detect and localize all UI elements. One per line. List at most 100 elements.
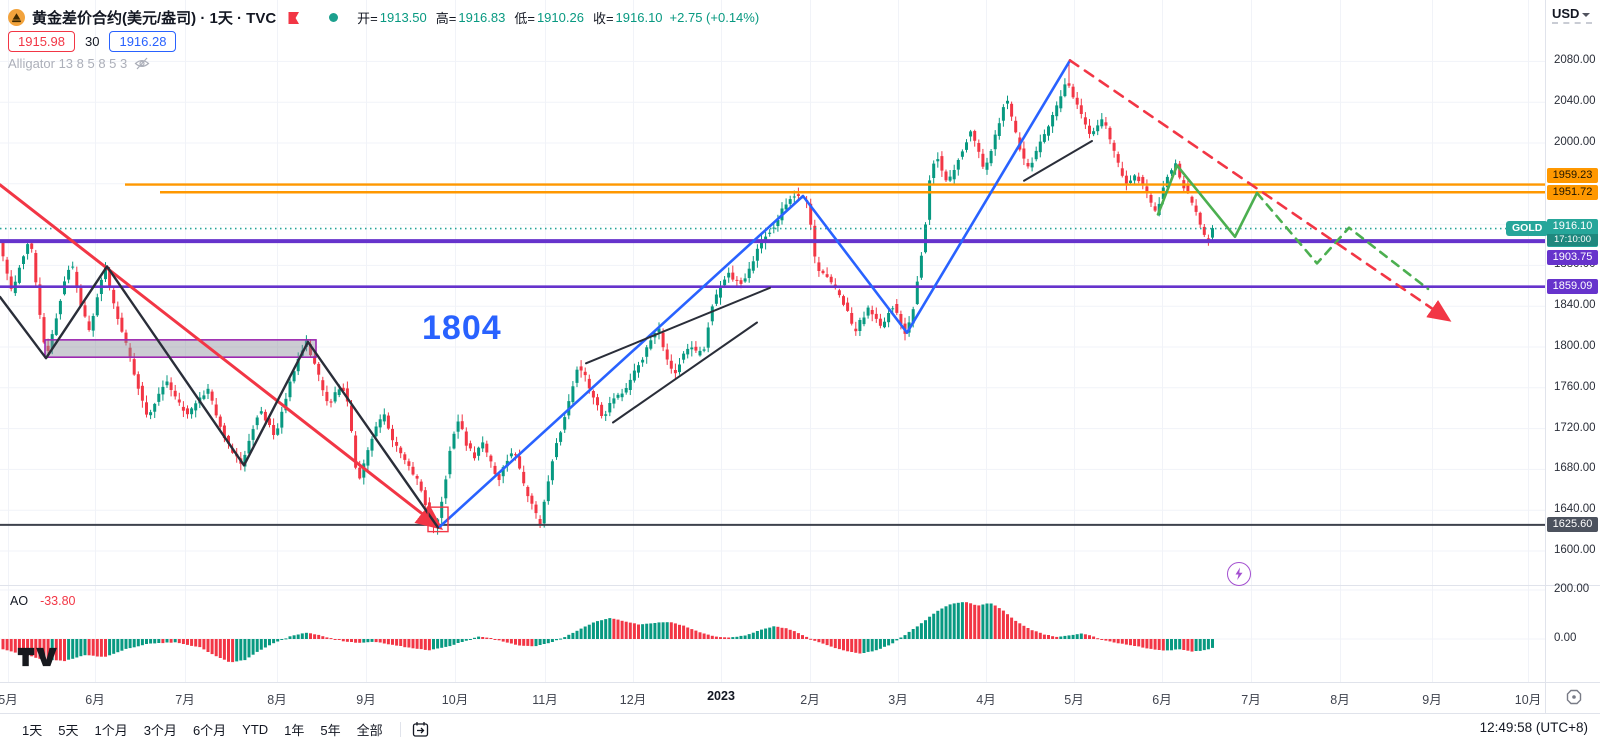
- drawing-forecast-red-dashed[interactable]: [1068, 59, 1452, 322]
- range-button-6个月[interactable]: 6个月: [185, 717, 234, 742]
- ao-histogram: [1, 602, 1214, 663]
- price-tick: 1760.00: [1554, 380, 1596, 393]
- ohlc-value: 1916.10: [615, 10, 663, 25]
- price-annotation-1804[interactable]: 1804: [422, 309, 502, 347]
- toolbar-divider: [399, 721, 401, 737]
- drawing-mini-trendline[interactable]: [1023, 140, 1093, 182]
- tradingview-logo[interactable]: [16, 645, 58, 669]
- candlesticks: [1, 60, 1214, 535]
- instant-trade-badge[interactable]: [1227, 562, 1251, 586]
- drawing-wedge-upper[interactable]: [585, 286, 771, 365]
- drawing-zigzag-black[interactable]: [0, 265, 440, 529]
- range-button-1个月[interactable]: 1个月: [86, 717, 135, 742]
- lightning-icon: [1235, 567, 1243, 580]
- ohlc-values: 开= 1913.50 高= 1916.83 低= 1910.26 收= 1916.10: [357, 8, 662, 27]
- drawing-uptrend-blue[interactable]: [438, 59, 1072, 528]
- time-tick: 8月: [267, 693, 287, 707]
- range-button-1年[interactable]: 1年: [276, 717, 312, 742]
- clipped-price-label: [1552, 22, 1592, 24]
- symbol-price-tag: GOLD: [1506, 221, 1549, 236]
- time-tick: 9月: [1422, 693, 1442, 707]
- axis-settings-gear-icon[interactable]: [1565, 688, 1583, 706]
- low-marker-box[interactable]: [427, 506, 449, 533]
- pane-separator[interactable]: [0, 585, 1600, 586]
- chevron-down-icon: [1582, 12, 1591, 17]
- price-chart[interactable]: [0, 0, 1546, 682]
- currency-selector[interactable]: USD: [1552, 6, 1591, 21]
- price-axis-border: [1545, 0, 1546, 713]
- time-tick: 7月: [175, 693, 195, 707]
- price-tick: 200.00: [1554, 583, 1590, 595]
- drawing-zigzag-green[interactable]: [1156, 164, 1259, 239]
- price-tick: 1800.00: [1554, 340, 1596, 352]
- zone-box[interactable]: [44, 339, 317, 358]
- calendar-icon: [412, 721, 428, 737]
- price-tick: 2040.00: [1554, 95, 1596, 108]
- ao-pane-header[interactable]: AO -33.80: [10, 594, 76, 608]
- time-tick: 8月: [1330, 693, 1350, 707]
- range-button-1天[interactable]: 1天: [14, 717, 50, 742]
- price-tick: 1600.00: [1554, 544, 1596, 556]
- time-tick: 6月: [1152, 693, 1172, 707]
- session-clock[interactable]: 12:49:58 (UTC+8): [1479, 720, 1588, 735]
- price-tick: 0.00: [1554, 632, 1577, 644]
- price-tick: 1680.00: [1554, 462, 1596, 475]
- ohlc-value: 1913.50: [379, 10, 427, 25]
- range-button-5天[interactable]: 5天: [50, 717, 86, 742]
- ohlc-label: 开=: [357, 11, 378, 26]
- flag-icon[interactable]: [287, 11, 300, 25]
- time-tick: 5月: [0, 693, 18, 707]
- time-tick: 11月: [532, 693, 558, 707]
- symbol-title[interactable]: 黄金差价合约(美元/盎司) · 1天 · TVC: [32, 10, 277, 27]
- price-axis[interactable]: USD 2080.002040.002000.001880.001840.001…: [1546, 0, 1600, 713]
- market-status-dot: [329, 13, 339, 22]
- chart-header: 黄金差价合约(美元/盎司) · 1天 · TVC 开= 1913.50 高= 1916…: [8, 7, 759, 28]
- price-tick: 1720.00: [1554, 421, 1596, 434]
- price-tick: 2000.00: [1554, 136, 1596, 148]
- price-change: +2.75 (+0.14%): [669, 10, 760, 25]
- price-tick: 1840.00: [1554, 299, 1596, 312]
- gold-symbol-icon: [8, 9, 25, 26]
- time-axis-border: [0, 682, 1600, 683]
- range-button-5年[interactable]: 5年: [312, 717, 348, 742]
- time-tick: 2023: [707, 689, 735, 703]
- price-label-chip: 1903.75: [1547, 250, 1598, 265]
- price-label-chip: 1625.60: [1547, 517, 1598, 532]
- alert-upper-chip[interactable]: 1916.28: [109, 31, 177, 52]
- drawing-forecast-green-dashed[interactable]: [1255, 191, 1430, 291]
- price-tick: 2080.00: [1554, 54, 1596, 67]
- alert-lower-chip[interactable]: 1915.98: [8, 31, 75, 52]
- time-tick: 5月: [1064, 693, 1084, 707]
- ohlc-value: 1916.83: [458, 10, 506, 25]
- drawing-downtrend-red[interactable]: [0, 183, 444, 531]
- time-tick: 6月: [85, 693, 105, 707]
- time-tick: 12月: [619, 693, 647, 707]
- time-tick: 4月: [976, 693, 996, 707]
- eye-off-icon[interactable]: [134, 57, 150, 70]
- ohlc-value: 1910.26: [536, 10, 584, 25]
- drawing-wedge-lower[interactable]: [612, 321, 758, 424]
- bar-countdown: 17:10:00: [1547, 234, 1598, 246]
- time-tick: 2月: [800, 693, 820, 707]
- time-tick: 10月: [441, 693, 469, 707]
- range-button-YTD[interactable]: YTD: [234, 719, 276, 740]
- range-button-3个月[interactable]: 3个月: [136, 717, 185, 742]
- currency-label: USD: [1552, 6, 1580, 21]
- indicator-row[interactable]: Alligator 13 8 5 8 5 3: [8, 56, 150, 71]
- ao-value: -33.80: [40, 594, 76, 608]
- time-axis[interactable]: 5月 6月 7月 8月 9月 10月 11月 12月 2023 2月 3月 4月 5月 6月 7月 8月 9月 1…: [0, 682, 1600, 713]
- time-tick: 7月: [1241, 693, 1261, 707]
- ao-label: AO: [10, 594, 29, 608]
- time-tick: 3月: [888, 693, 908, 707]
- time-tick: 9月: [356, 693, 376, 707]
- range-toolbar: 1天 5天 1个月 3个月 6个月 YTD 1年 5年 全部: [0, 713, 1600, 744]
- price-label-chip: 1916.10 17:10:00: [1547, 219, 1598, 247]
- ohlc-label: 高=: [435, 11, 457, 26]
- alert-period: 30: [85, 34, 100, 49]
- range-button-全部[interactable]: 全部: [349, 717, 391, 742]
- price-label-chip: 1959.23: [1547, 168, 1598, 183]
- go-to-date-button[interactable]: [410, 719, 431, 740]
- range-buttons: 1天 5天 1个月 3个月 6个月 YTD 1年 5年 全部: [14, 717, 391, 742]
- price-tick: 1640.00: [1554, 503, 1596, 516]
